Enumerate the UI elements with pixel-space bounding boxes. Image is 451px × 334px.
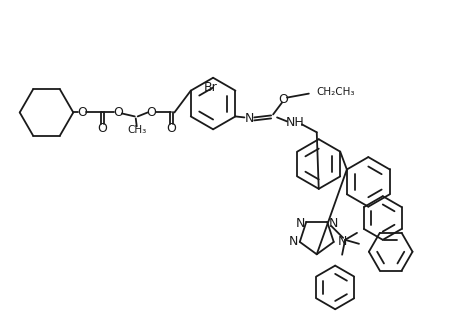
Text: N: N	[295, 217, 305, 230]
Text: N: N	[329, 217, 339, 230]
Text: O: O	[77, 106, 87, 119]
Text: Br: Br	[204, 81, 218, 94]
Text: CH₃: CH₃	[127, 125, 147, 135]
Text: N: N	[244, 112, 254, 125]
Text: O: O	[97, 122, 107, 135]
Text: N: N	[289, 235, 299, 248]
Text: O: O	[113, 106, 123, 119]
Text: O: O	[278, 93, 288, 106]
Text: O: O	[147, 106, 156, 119]
Text: NH: NH	[285, 116, 304, 129]
Text: N: N	[338, 235, 347, 248]
Text: O: O	[166, 122, 176, 135]
Text: CH₂CH₃: CH₂CH₃	[317, 87, 355, 97]
